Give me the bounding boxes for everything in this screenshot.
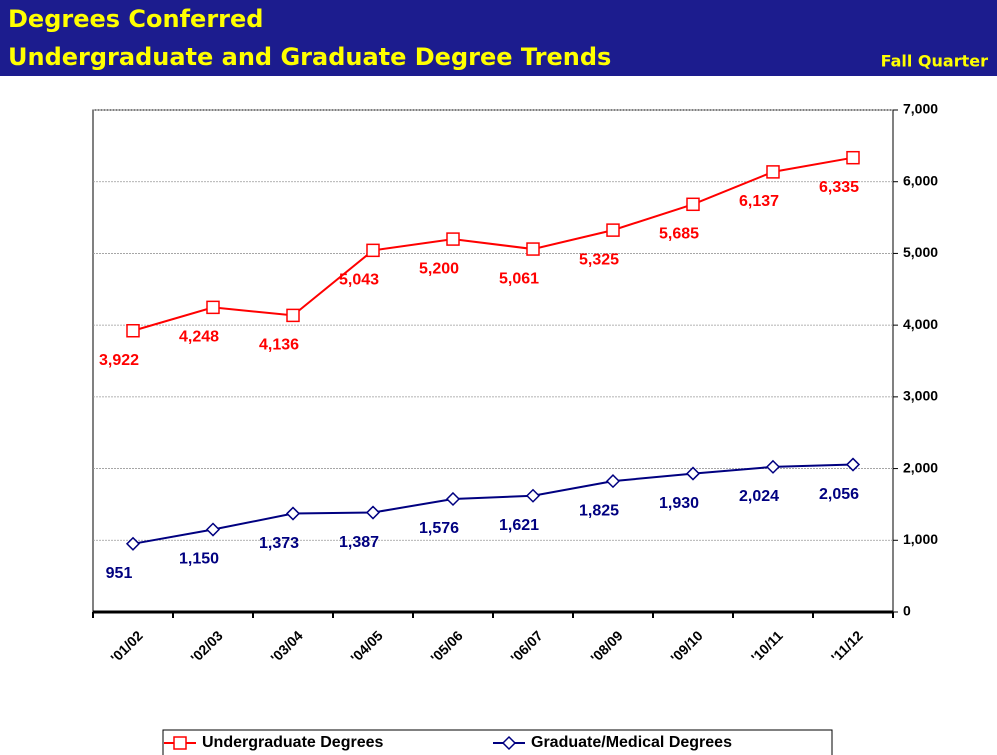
data-label: 5,325 xyxy=(579,251,619,268)
data-label: 1,621 xyxy=(499,517,539,534)
data-label: 5,061 xyxy=(499,270,539,287)
marker xyxy=(686,197,700,212)
marker xyxy=(606,223,620,237)
data-label: 5,200 xyxy=(419,260,459,277)
plot-frame xyxy=(92,109,894,613)
x-tick-label: '06/07 xyxy=(507,627,546,666)
marker xyxy=(445,491,461,507)
data-label: 1,825 xyxy=(579,502,619,519)
data-label: 1,150 xyxy=(179,551,219,568)
marker xyxy=(766,165,780,179)
data-label: 1,373 xyxy=(259,535,299,552)
data-label: 4,136 xyxy=(259,337,299,354)
data-label: 3,922 xyxy=(99,352,139,369)
marker xyxy=(446,232,460,246)
annotation: Fall Quarter xyxy=(881,52,989,71)
marker xyxy=(206,300,220,315)
marker xyxy=(126,323,140,338)
y-tick-label: 3,000 xyxy=(903,388,938,404)
legend-label: Graduate/Medical Degrees xyxy=(531,734,732,751)
marker xyxy=(173,736,187,750)
marker xyxy=(605,474,621,489)
y-tick-label: 4,000 xyxy=(903,316,938,332)
data-label: 5,043 xyxy=(339,272,379,289)
marker xyxy=(525,488,541,503)
marker xyxy=(846,150,860,165)
marker xyxy=(526,242,540,256)
data-label: 4,248 xyxy=(179,329,219,346)
x-tick-label: '02/03 xyxy=(187,627,226,666)
y-tick-label: 5,000 xyxy=(903,244,938,260)
x-tick-label: '11/12 xyxy=(828,627,866,665)
data-label: 1,576 xyxy=(419,520,459,537)
data-label: 1,387 xyxy=(339,534,379,551)
chart-subtitle: Undergraduate and Graduate Degree Trends xyxy=(8,43,611,71)
x-tick-label: '04/05 xyxy=(347,627,386,666)
data-label: 951 xyxy=(106,565,133,582)
x-tick-label: '08/09 xyxy=(587,627,626,666)
y-tick-label: 7,000 xyxy=(903,101,938,117)
data-label: 2,024 xyxy=(739,488,779,505)
marker xyxy=(765,459,781,474)
data-label: 1,930 xyxy=(659,495,699,512)
marker xyxy=(285,506,301,521)
marker xyxy=(501,735,517,751)
data-label: 6,335 xyxy=(819,179,859,196)
y-tick-label: 6,000 xyxy=(903,172,938,188)
data-label: 2,056 xyxy=(819,486,859,503)
y-tick-label: 2,000 xyxy=(903,459,938,475)
x-tick-label: '03/04 xyxy=(267,627,306,666)
data-label: 5,685 xyxy=(659,226,699,243)
marker xyxy=(366,243,380,258)
data-label: 6,137 xyxy=(739,193,779,210)
legend-label: Undergraduate Degrees xyxy=(202,734,383,751)
series-line xyxy=(132,156,854,332)
x-tick-label: '09/10 xyxy=(667,627,706,666)
x-tick-label: '10/11 xyxy=(748,627,786,665)
series-line xyxy=(132,463,854,545)
x-tick-label: '05/06 xyxy=(427,627,466,666)
marker xyxy=(205,522,221,537)
marker xyxy=(845,457,861,472)
header-band xyxy=(0,0,997,76)
chart-title: Degrees Conferred xyxy=(8,5,263,33)
x-tick-label: '01/02 xyxy=(107,627,146,666)
y-tick-label: 0 xyxy=(903,603,911,619)
marker xyxy=(365,505,381,520)
marker xyxy=(286,308,300,323)
marker xyxy=(125,536,141,551)
y-tick-label: 1,000 xyxy=(903,531,938,547)
marker xyxy=(685,466,701,481)
